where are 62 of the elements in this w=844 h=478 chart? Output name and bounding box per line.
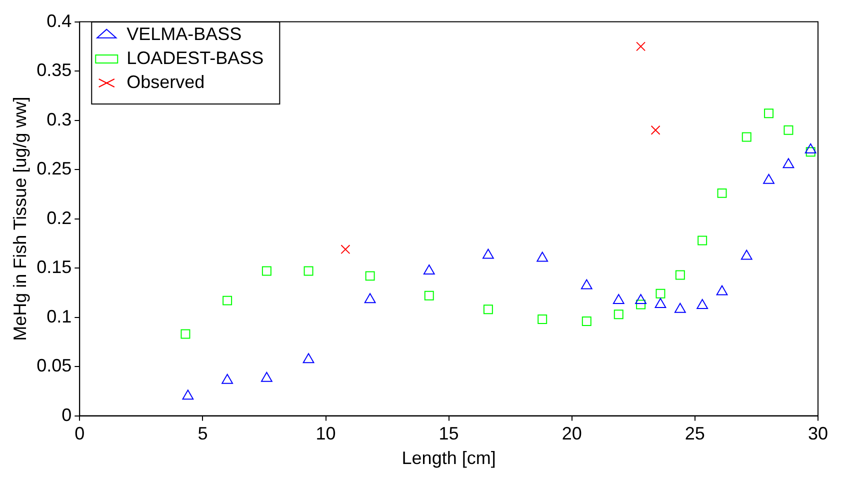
legend-label: Observed (126, 72, 205, 92)
point (340, 244, 350, 254)
point (364, 293, 376, 304)
x-axis-title: Length [cm] (402, 448, 496, 468)
point (182, 390, 194, 400)
point (764, 108, 774, 118)
point (424, 290, 434, 300)
point (696, 298, 708, 309)
y-tick-label: 0.05 (36, 356, 72, 376)
point (536, 252, 548, 262)
point (636, 300, 646, 310)
y-tick-label: 0.2 (46, 208, 72, 228)
point (614, 310, 624, 320)
point (423, 264, 435, 275)
y-tick-label: 0.1 (46, 306, 72, 326)
point (804, 143, 816, 154)
point (222, 296, 232, 306)
point (654, 298, 666, 308)
point (582, 316, 592, 326)
point (740, 250, 752, 260)
point (222, 374, 234, 384)
point (304, 266, 314, 276)
point (580, 279, 592, 290)
y-tick-label: 0 (62, 404, 72, 425)
point (784, 125, 794, 135)
point (782, 158, 794, 168)
x-tick-label: 0 (74, 424, 85, 444)
y-tick-label: 0.35 (36, 60, 72, 80)
y-tick-label: 0.15 (36, 257, 72, 278)
point (806, 147, 816, 157)
x-tick-label: 30 (808, 424, 828, 444)
point (636, 42, 646, 52)
point (483, 304, 493, 314)
point (675, 270, 685, 280)
point (656, 288, 666, 298)
x-tick-label: 10 (316, 424, 336, 444)
point (180, 329, 190, 339)
x-tick-label: 25 (684, 424, 705, 444)
y-axis-title: MeHg in Fish Tissue [ug/g ww] (10, 96, 30, 341)
y-tick-label: 0.3 (46, 109, 72, 130)
legend-label: LOADEST-BASS (126, 48, 264, 68)
x-tick-label: 20 (562, 424, 582, 444)
point (763, 174, 774, 184)
point (635, 294, 646, 304)
y-tick-label: 0.25 (36, 158, 72, 179)
point (365, 271, 375, 281)
point (262, 266, 272, 276)
y-tick-label: 0.4 (46, 10, 72, 31)
point (482, 248, 494, 259)
point (717, 188, 727, 198)
point (260, 372, 272, 382)
point (612, 294, 624, 304)
point (742, 132, 752, 142)
point (302, 353, 314, 364)
point (698, 236, 708, 246)
x-tick-label: 5 (198, 424, 208, 444)
point (538, 314, 548, 324)
x-tick-label: 15 (438, 424, 459, 444)
point (674, 302, 686, 313)
point (716, 285, 728, 296)
point (650, 125, 660, 135)
legend-label: VELMA-BASS (126, 24, 242, 44)
